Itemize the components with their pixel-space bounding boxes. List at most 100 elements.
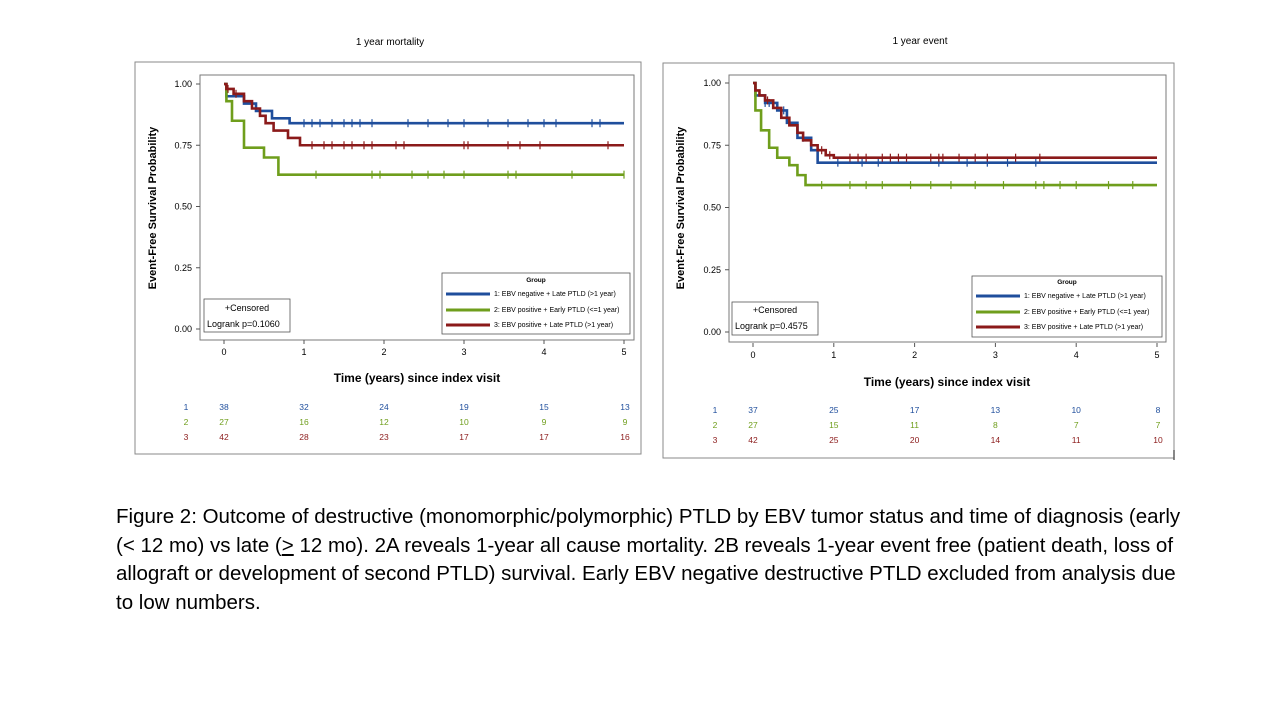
risk-count: 14 (991, 435, 1001, 445)
y-tick-label: 0.50 (703, 203, 721, 213)
risk-group-label: 1 (713, 405, 718, 415)
y-tick-label: 0.75 (174, 140, 192, 150)
chart-a-logrank-label: Logrank p=0.1060 (207, 319, 280, 329)
chart-b-stats-box (731, 301, 819, 336)
x-tick-label: 2 (381, 347, 386, 357)
chart-b-legend-item-3: 3: EBV positive + Late PTLD (>1 year) (1024, 324, 1143, 331)
km-curve-series-1 (224, 82, 624, 125)
risk-count: 17 (910, 405, 920, 415)
risk-count: 27 (219, 417, 229, 427)
x-tick-label: 5 (1154, 350, 1159, 360)
x-tick-label: 4 (541, 347, 546, 357)
risk-count: 25 (829, 405, 839, 415)
y-tick-label: 1.00 (174, 79, 192, 89)
risk-count: 15 (539, 402, 549, 412)
risk-count: 38 (219, 402, 229, 412)
risk-count: 7 (1074, 420, 1079, 430)
chart-b-ylabel: Event-Free Survival Probability (675, 126, 687, 289)
y-tick-label: 0.25 (174, 263, 192, 273)
risk-count: 16 (299, 417, 309, 427)
risk-count: 13 (620, 402, 630, 412)
risk-group-label: 3 (184, 432, 189, 442)
x-tick-label: 3 (993, 350, 998, 360)
x-tick-label: 2 (912, 350, 917, 360)
chart-a-curves (224, 82, 625, 179)
x-tick-label: 5 (621, 347, 626, 357)
chart-a-plot-area (199, 74, 635, 341)
risk-count: 20 (910, 435, 920, 445)
x-tick-label: 1 (831, 350, 836, 360)
km-curve-series-3 (224, 82, 624, 147)
chart-b-legend-item-2: 2: EBV positive + Early PTLD (<=1 year) (1024, 309, 1149, 316)
risk-count: 8 (993, 420, 998, 430)
risk-count: 19 (459, 402, 469, 412)
risk-count: 16 (620, 432, 630, 442)
x-tick-label: 0 (750, 350, 755, 360)
risk-count: 13 (991, 405, 1001, 415)
x-tick-label: 3 (461, 347, 466, 357)
chart-a-censored-label: +Censored (225, 303, 269, 313)
risk-count: 10 (459, 417, 469, 427)
x-tick-label: 0 (221, 347, 226, 357)
chart-b-censored-label: +Censored (753, 305, 797, 315)
chart-b-x-axis: 0 1 2 3 4 5 (750, 343, 1160, 360)
risk-count: 37 (748, 405, 758, 415)
risk-count: 28 (299, 432, 309, 442)
risk-count: 23 (379, 432, 389, 442)
chart-a-x-axis: 0 1 2 3 4 5 (221, 340, 627, 357)
risk-count: 8 (1156, 405, 1161, 415)
chart-a-risk-table: 1 38 32 24 19 15 13 2 27 16 12 10 9 9 3 42 28 23 17 17 16 (184, 402, 630, 442)
chart-a-legend-item-1: 1: EBV negative + Late PTLD (>1 year) (494, 291, 616, 298)
chart-b-risk-table: 1 37 25 17 13 10 8 2 27 15 11 8 7 7 3 42 25 20 14 11 10 (713, 405, 1163, 445)
km-curve-series-3 (753, 81, 1157, 159)
chart-a-legend-item-3: 3: EBV positive + Late PTLD (>1 year) (494, 322, 613, 329)
risk-count: 9 (623, 417, 628, 427)
chart-b-frame (662, 62, 1175, 459)
chart-a-frame (134, 61, 642, 455)
risk-count: 24 (379, 402, 389, 412)
chart-b-legend-title: Group (1057, 279, 1077, 286)
caption-part-2: 12 mo). 2A reveals 1-year all cause mort… (116, 533, 1176, 614)
risk-group-label: 2 (713, 420, 718, 430)
y-tick-label: 0.00 (174, 324, 192, 334)
chart-a-legend-item-2: 2: EBV positive + Early PTLD (<=1 year) (494, 307, 619, 314)
y-tick-label: 0.75 (703, 140, 721, 150)
risk-count: 42 (219, 432, 229, 442)
x-tick-label: 1 (301, 347, 306, 357)
chart-b-logrank-label: Logrank p=0.4575 (735, 321, 808, 331)
caption-ge-symbol: > (281, 533, 294, 557)
risk-count: 32 (299, 402, 309, 412)
risk-count: 27 (748, 420, 758, 430)
x-tick-label: 4 (1074, 350, 1079, 360)
km-curve-series-1 (753, 81, 1157, 164)
risk-count: 42 (748, 435, 758, 445)
chart-a-title: 1 year mortality (355, 37, 425, 48)
risk-count: 10 (1071, 405, 1081, 415)
chart-a-stats-box (203, 298, 291, 333)
risk-count: 11 (910, 420, 919, 430)
risk-count: 25 (829, 435, 839, 445)
chart-a-y-axis: 0.00 0.25 0.50 0.75 1.00 (174, 79, 200, 334)
km-curve-series-2 (753, 81, 1157, 187)
risk-group-label: 1 (184, 402, 189, 412)
chart-b-xlabel: Time (years) since index visit (864, 375, 1031, 389)
risk-group-label: 3 (713, 435, 718, 445)
risk-count: 17 (539, 432, 549, 442)
chart-b-plot-area (728, 74, 1167, 343)
risk-count: 11 (1072, 435, 1081, 445)
risk-count: 12 (379, 417, 389, 427)
risk-count: 15 (829, 420, 839, 430)
chart-a-xlabel: Time (years) since index visit (334, 371, 501, 385)
figure-caption: Figure 2: Outcome of destructive (monomo… (116, 503, 1186, 617)
chart-a-ylabel: Event-Free Survival Probability (147, 126, 159, 289)
chart-a-legend-title: Group (526, 277, 546, 284)
chart-b: 0.00 0.25 0.50 0.75 1.00 0 1 2 3 4 5 Event-Free S… (662, 62, 1175, 460)
caption-part-1: Figure 2: Outcome of destructive (monomo… (116, 505, 1181, 557)
y-tick-label: 0.25 (703, 265, 721, 275)
risk-count: 9 (542, 417, 547, 427)
chart-b-legend-item-1: 1: EBV negative + Late PTLD (>1 year) (1024, 293, 1146, 300)
y-tick-label: 1.00 (703, 78, 721, 88)
risk-count: 17 (459, 432, 469, 442)
